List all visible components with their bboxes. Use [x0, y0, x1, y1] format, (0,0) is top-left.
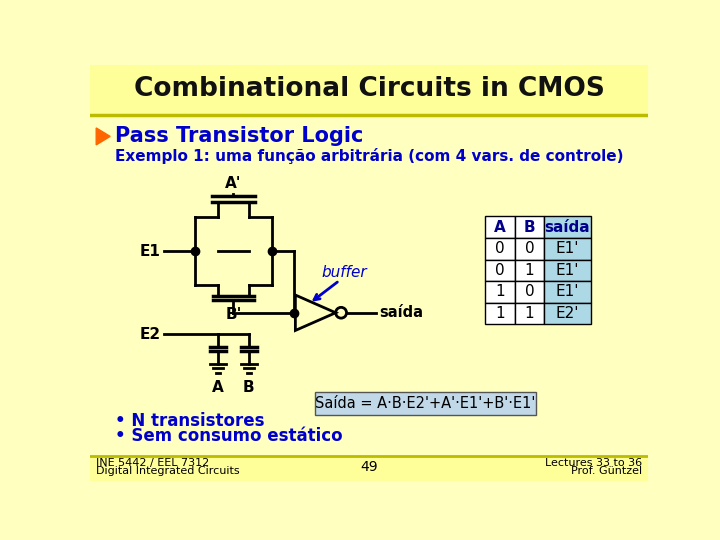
- Text: 0: 0: [495, 241, 505, 256]
- Bar: [544, 303, 590, 325]
- Text: 0: 0: [525, 285, 534, 300]
- Text: Exemplo 1: uma função arbitrária (com 4 vars. de controle): Exemplo 1: uma função arbitrária (com 4 …: [114, 147, 624, 164]
- Bar: [485, 260, 515, 281]
- Bar: [515, 260, 544, 281]
- Text: B: B: [523, 220, 535, 235]
- Bar: [515, 303, 544, 325]
- Text: E1: E1: [140, 244, 161, 259]
- Text: E2: E2: [140, 327, 161, 342]
- Text: E2': E2': [556, 306, 579, 321]
- Bar: [544, 238, 590, 260]
- Text: saída: saída: [379, 305, 423, 320]
- Text: A: A: [212, 381, 224, 395]
- Bar: [315, 392, 536, 415]
- Text: 1: 1: [495, 306, 505, 321]
- Text: Pass Transistor Logic: Pass Transistor Logic: [114, 126, 363, 146]
- Text: A': A': [225, 176, 242, 191]
- Text: Digital Integrated Circuits: Digital Integrated Circuits: [96, 467, 240, 476]
- Text: 1: 1: [525, 306, 534, 321]
- Text: E1': E1': [556, 285, 579, 300]
- Text: Combinational Circuits in CMOS: Combinational Circuits in CMOS: [134, 77, 604, 103]
- Text: 1: 1: [495, 285, 505, 300]
- Text: buffer: buffer: [321, 265, 367, 280]
- Bar: [485, 238, 515, 260]
- Text: • Sem consumo estático: • Sem consumo estático: [114, 427, 343, 445]
- Text: E1': E1': [556, 241, 579, 256]
- Text: 0: 0: [525, 241, 534, 256]
- Bar: [515, 281, 544, 303]
- Bar: [485, 217, 515, 238]
- Bar: [485, 303, 515, 325]
- Bar: [515, 217, 544, 238]
- Polygon shape: [96, 128, 110, 145]
- Bar: [90, 65, 648, 115]
- Text: E1': E1': [556, 263, 579, 278]
- Text: Saída = A·B·E2'+A'·E1'+B'·E1': Saída = A·B·E2'+A'·E1'+B'·E1': [315, 396, 536, 411]
- Text: • N transistores: • N transistores: [114, 411, 264, 429]
- Bar: [485, 281, 515, 303]
- Text: INE 5442 / EEL 7312: INE 5442 / EEL 7312: [96, 458, 210, 468]
- Bar: [544, 217, 590, 238]
- Text: B': B': [225, 307, 242, 322]
- Text: A: A: [494, 220, 506, 235]
- Bar: [515, 238, 544, 260]
- Text: 49: 49: [360, 460, 378, 474]
- Bar: [544, 260, 590, 281]
- Text: 0: 0: [495, 263, 505, 278]
- Text: 1: 1: [525, 263, 534, 278]
- Bar: [90, 456, 648, 481]
- Text: saída: saída: [544, 220, 590, 235]
- Text: B: B: [243, 381, 255, 395]
- Text: Lectures 33 to 36: Lectures 33 to 36: [544, 458, 642, 468]
- Text: Prof. Güntzel: Prof. Güntzel: [571, 467, 642, 476]
- Bar: [544, 281, 590, 303]
